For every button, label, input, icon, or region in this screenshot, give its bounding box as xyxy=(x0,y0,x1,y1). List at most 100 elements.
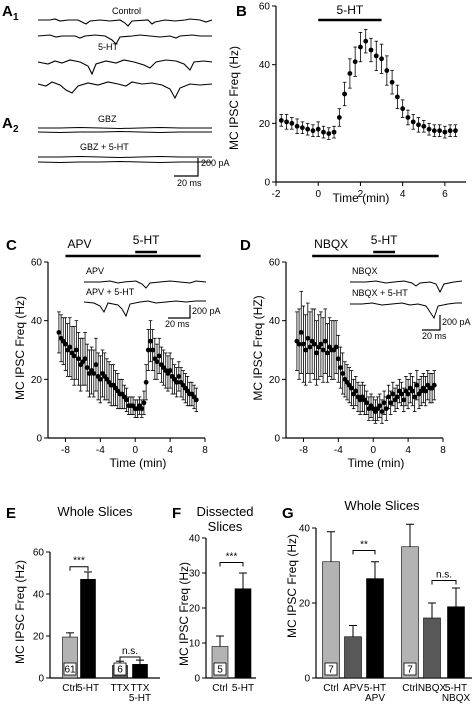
chart-d-data-point xyxy=(394,394,400,400)
chart-d-data-point xyxy=(338,365,343,370)
chart-b-data-point xyxy=(400,106,406,112)
chart-d-data-point xyxy=(303,347,309,353)
chart-b-xtick-label: 6 xyxy=(442,189,448,200)
chart-f-significance-bracket xyxy=(219,562,244,567)
chart-c-data-point xyxy=(56,330,62,335)
chart-d-data-point xyxy=(307,344,313,350)
chart-b-data-point xyxy=(379,56,384,62)
scalebar-c-x-label: 20 ms xyxy=(165,319,190,329)
chart-e-n-box xyxy=(113,662,127,676)
inset-traces-c: APV APV + 5-HT 200 pA 20 ms xyxy=(83,266,221,329)
chart-c-treatment-label: 5-HT xyxy=(133,233,160,247)
panel-label-b: B xyxy=(236,3,247,20)
chart-c-data-point xyxy=(148,338,153,344)
trace-label-apv-5ht: APV + 5-HT xyxy=(86,287,135,297)
chart-d-xtick-label: 0 xyxy=(370,445,376,456)
chart-b-data-point xyxy=(426,126,432,132)
chart-c-data-point xyxy=(84,365,90,370)
chart-d-ylabel: MC IPSC Freq (HZ) xyxy=(251,295,265,400)
chart-e-ytick-label: 60 xyxy=(33,548,45,559)
chart-b-treatment-label: 5-HT xyxy=(337,3,364,17)
chart-d-data-point xyxy=(305,335,311,341)
chart-c-data-point xyxy=(141,400,147,406)
chart-b-data-point xyxy=(442,129,448,135)
trace-gbz-5ht-1 xyxy=(38,155,212,159)
chart-b-data-point xyxy=(352,59,358,65)
chart-b-data-point xyxy=(321,129,326,135)
chart-g-significance-label: n.s. xyxy=(436,570,452,581)
chart-d-data-point xyxy=(353,388,359,394)
trace-nbqx-5ht xyxy=(350,302,462,320)
chart-e-ytick-label: 0 xyxy=(38,674,44,685)
scalebar-a2-y-label: 200 pA xyxy=(201,158,230,168)
chart-d-data-point xyxy=(414,382,420,388)
chart-c-plot: 0 20 40 60 -8 -4 0 4 8 APV 5-HT xyxy=(31,233,208,456)
trace-gbz-1 xyxy=(38,126,212,130)
chart-g-significance-bracket xyxy=(352,550,376,555)
chart-d-data-point xyxy=(390,391,396,397)
chart-g-category-label: APV xyxy=(365,693,385,704)
chart-g-category-label: 5-HT xyxy=(364,683,386,694)
chart-b-data-point xyxy=(289,120,295,126)
chart-b-xtick-label: -2 xyxy=(272,189,281,200)
trace-nbqx xyxy=(350,280,463,294)
chart-d-ytick-label: 0 xyxy=(274,434,280,445)
chart-c-xtick-label: 0 xyxy=(132,445,138,456)
chart-d-data-point xyxy=(386,394,391,400)
chart-b-data-point xyxy=(315,126,321,132)
trace-gbz-2 xyxy=(37,130,212,134)
chart-d-data-point xyxy=(364,400,370,406)
chart-c-ytick-label: 60 xyxy=(31,258,43,269)
chart-b-data-point xyxy=(410,119,416,125)
scalebar-c xyxy=(168,305,191,319)
chart-b-xtick-label: 2 xyxy=(358,189,364,200)
trace-label-5ht: 5-HT xyxy=(98,42,119,52)
chart-d-data-point xyxy=(318,341,324,347)
chart-b-data-point xyxy=(299,125,305,131)
chart-b-data-point xyxy=(421,123,427,129)
chart-c-data-point xyxy=(150,347,156,353)
panel-label-a1-sub: 1 xyxy=(13,12,19,23)
chart-e-ylabel: MC IPSC Freq (Hz) xyxy=(13,560,27,664)
chart-e-category-label: 5-HT xyxy=(77,683,99,694)
chart-b-ytick-label: 20 xyxy=(259,119,271,130)
chart-d-treatment-label: 5-HT xyxy=(371,233,398,247)
chart-c-xtick-label: 8 xyxy=(202,445,208,456)
chart-g-significance-label: ** xyxy=(360,540,368,551)
chart-d-data-point xyxy=(388,400,394,406)
chart-c-data-point xyxy=(145,347,151,353)
trace-5ht-2 xyxy=(37,81,213,100)
chart-d-data-point xyxy=(381,400,387,406)
scalebar-c-y-label: 200 pA xyxy=(192,306,221,316)
chart-c-data-point xyxy=(156,353,162,359)
trace-gbz-5ht-2 xyxy=(37,160,212,164)
chart-g-category-label: APV xyxy=(343,683,363,694)
chart-e-title: Whole Slices xyxy=(57,504,133,519)
chart-b-data-point xyxy=(373,53,379,59)
chart-b-ytick-label: 40 xyxy=(259,60,271,71)
chart-b-data-point xyxy=(310,128,316,134)
chart-c-xtick-label: 4 xyxy=(167,445,173,456)
chart-f: Dissected Slices MC IPSC Freq (Hz) 0 10 20… xyxy=(177,504,256,694)
chart-e-category-label: TTX xyxy=(131,683,150,694)
chart-f-ylabel: MC IPSC Freq (Hz) xyxy=(177,562,191,666)
chart-f-significance-label: *** xyxy=(226,552,238,563)
chart-c-data-point xyxy=(71,353,77,359)
chart-d-data-point xyxy=(423,388,428,394)
chart-d-data-point xyxy=(401,397,407,403)
panel-label-g: G xyxy=(282,505,294,522)
chart-f-category-label: Ctrl xyxy=(212,683,228,694)
chart-b-data-point xyxy=(331,129,337,135)
inset-traces-d: NBQX NBQX + 5-HT 200 pA 20 ms xyxy=(350,266,471,341)
chart-e-category-label: 5-HT xyxy=(129,693,151,704)
trace-control-2 xyxy=(37,34,212,45)
chart-g-bar xyxy=(447,606,465,679)
panel-label-f: F xyxy=(172,505,181,522)
chart-g-bar xyxy=(401,546,419,679)
chart-c-data-point xyxy=(93,362,99,368)
